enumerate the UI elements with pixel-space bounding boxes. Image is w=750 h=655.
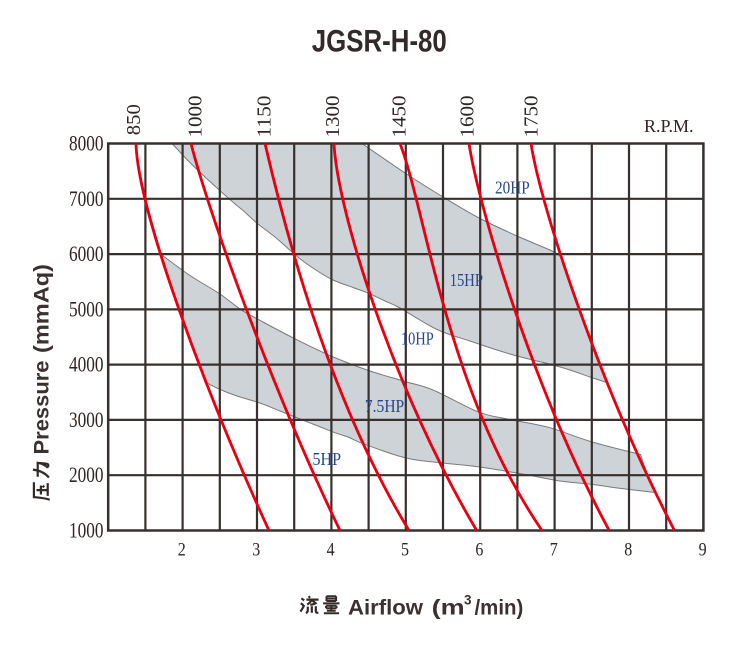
svg-text:1300: 1300 (322, 96, 344, 138)
svg-text:4000: 4000 (69, 352, 104, 377)
svg-text:1750: 1750 (521, 96, 543, 138)
svg-text:7.5HP: 7.5HP (365, 396, 405, 416)
svg-text:5000: 5000 (69, 296, 104, 321)
svg-text:/min): /min) (475, 597, 524, 620)
svg-text:JGSR-H-80: JGSR-H-80 (312, 23, 447, 59)
svg-text:R.P.M.: R.P.M. (644, 116, 694, 136)
svg-text:8: 8 (624, 539, 632, 560)
svg-text:10HP: 10HP (401, 329, 434, 349)
svg-text:4: 4 (327, 539, 335, 560)
svg-text:(m: (m (432, 597, 465, 620)
svg-text:1000: 1000 (185, 96, 207, 138)
svg-text:8000: 8000 (69, 131, 104, 156)
svg-text:3: 3 (464, 593, 472, 608)
svg-text:3000: 3000 (69, 407, 104, 432)
svg-text:1000: 1000 (69, 518, 104, 543)
svg-text:6000: 6000 (69, 241, 104, 266)
svg-text:20HP: 20HP (495, 178, 530, 198)
svg-text:5: 5 (401, 539, 409, 560)
svg-text:(mmAq): (mmAq) (30, 264, 53, 353)
svg-text:1450: 1450 (389, 96, 411, 138)
svg-text:9: 9 (699, 539, 707, 560)
svg-text:2000: 2000 (69, 462, 104, 487)
svg-text:1600: 1600 (457, 96, 479, 138)
svg-text:5HP: 5HP (313, 449, 342, 469)
svg-text:2: 2 (178, 539, 186, 560)
svg-text:Pressure: Pressure (30, 361, 53, 455)
svg-text:1150: 1150 (254, 96, 276, 138)
svg-text:850: 850 (123, 104, 145, 135)
svg-text:15HP: 15HP (450, 270, 484, 290)
svg-text:7000: 7000 (69, 186, 104, 211)
svg-text:Airflow: Airflow (348, 597, 424, 620)
svg-text:6: 6 (475, 539, 483, 560)
svg-text:7: 7 (550, 539, 558, 560)
svg-text:3: 3 (252, 539, 260, 560)
